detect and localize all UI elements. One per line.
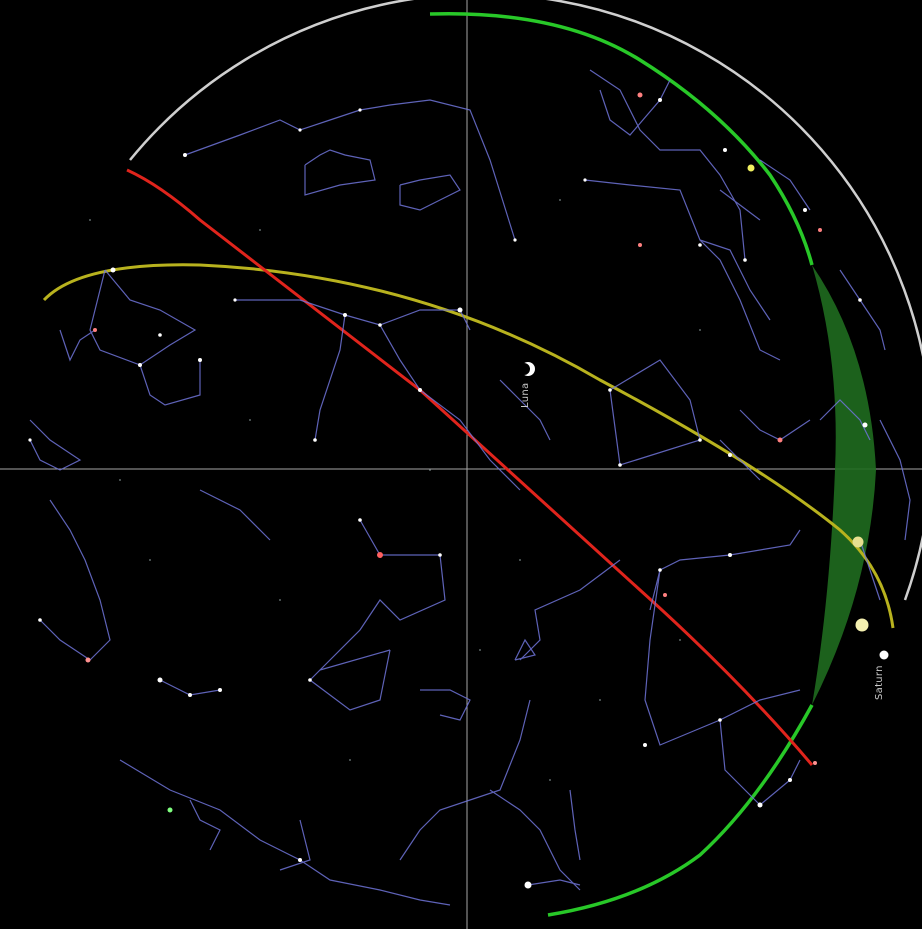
- saturn-icon[interactable]: [879, 650, 889, 660]
- green-band: [812, 265, 876, 705]
- constellation-lines: [29, 69, 911, 906]
- venus-icon[interactable]: [852, 536, 864, 548]
- ecliptic-line: [42, 263, 895, 629]
- saturn-label: Saturn: [874, 665, 885, 700]
- yellow-planet-icon[interactable]: [747, 164, 755, 172]
- moon[interactable]: [518, 362, 535, 376]
- stars: [28, 92, 868, 889]
- green-arc-upper: [429, 11, 814, 266]
- horizon-circle: [129, 0, 922, 601]
- green-arc-lower: [547, 704, 814, 917]
- red-line: [126, 168, 814, 766]
- sun-icon[interactable]: [855, 618, 869, 632]
- faint-stars: [89, 199, 701, 781]
- moon-label: Luna: [520, 382, 531, 408]
